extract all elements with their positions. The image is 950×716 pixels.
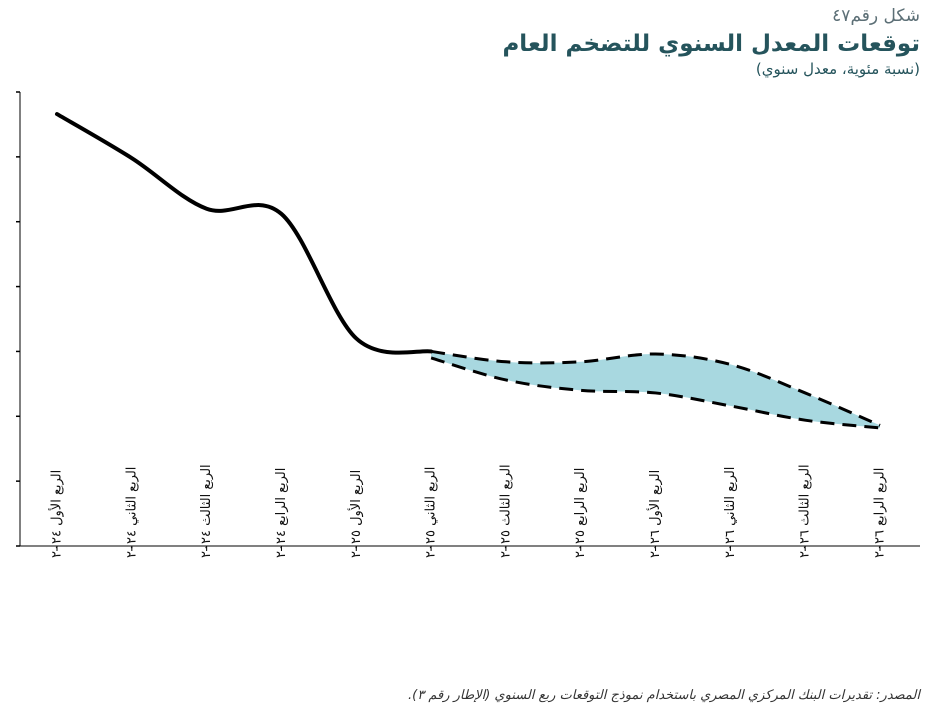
series-upper-line: [430, 349, 881, 427]
x-tick-label: الربع الثالث ٢٠٢٤: [199, 464, 214, 558]
chart-subtitle: (نسبة مئوية، معدل سنوي): [755, 60, 920, 78]
x-tick-label: الربع الثالث ٢٠٢٥: [498, 464, 513, 558]
forecast-band: [431, 351, 880, 428]
x-tick-label: الربع الثاني ٢٠٢٤: [124, 467, 139, 558]
series-lower-line: [430, 356, 881, 430]
source-note: المصدر: تقديرات البنك المركزي المصري باس…: [408, 688, 920, 703]
x-tick-label: الربع الثاني ٢٠٢٥: [424, 467, 439, 558]
x-tick-label: الربع الرابع ٢٠٢٦: [873, 468, 888, 558]
x-tick-label: الربع الأول ٢٠٢٦: [646, 470, 663, 558]
chart-title: توقعات المعدل السنوي للتضخم العام: [502, 31, 920, 57]
x-tick-label: الربع الأول ٢٠٢٥: [347, 470, 364, 558]
x-tick-label: الربع الرابع ٢٠٢٤: [274, 468, 289, 558]
figure-label: شكل رقم٤٧: [832, 6, 920, 26]
x-tick-label: الربع الثالث ٢٠٢٦: [798, 464, 813, 558]
series-actual-line: [55, 112, 434, 355]
x-tick-label: الربع الأول ٢٠٢٤: [48, 470, 65, 558]
x-tick-label: الربع الثاني ٢٠٢٦: [723, 467, 738, 558]
x-tick-label: الربع الرابع ٢٠٢٥: [573, 468, 588, 558]
